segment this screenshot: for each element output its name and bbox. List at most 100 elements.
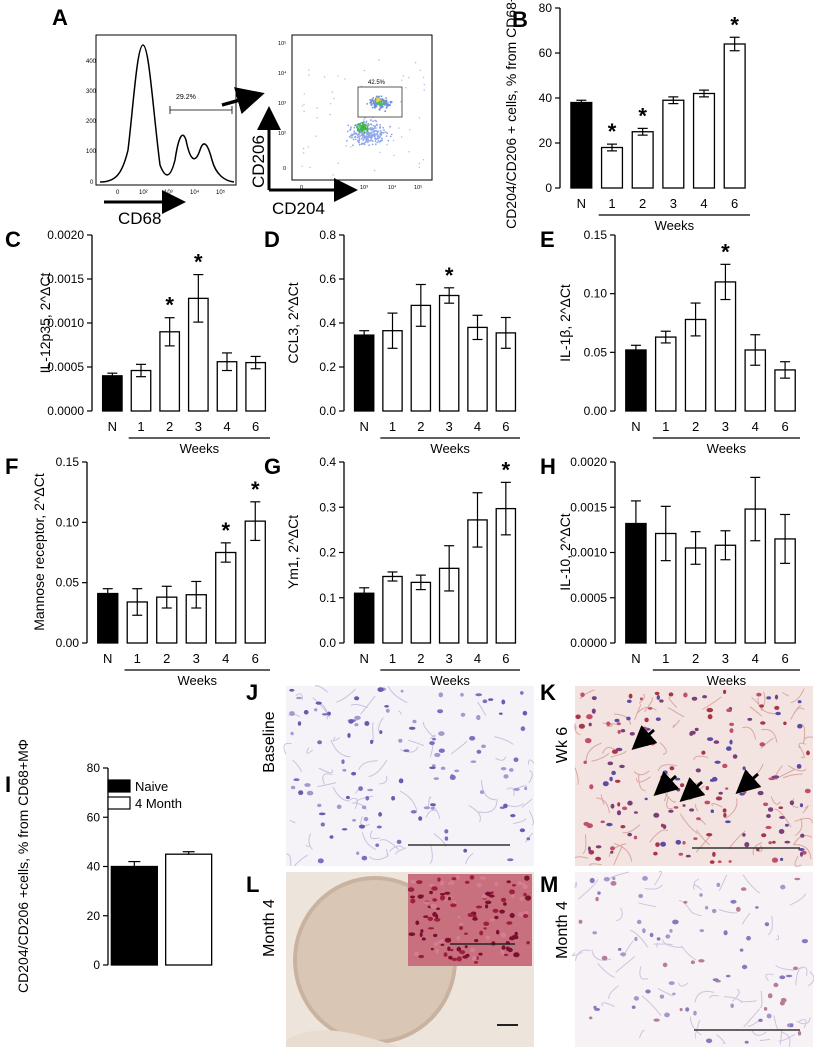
cell-dot — [359, 123, 361, 126]
nucleus — [356, 851, 360, 855]
y-tick-label: 0.6 — [319, 272, 336, 286]
cell-dot — [379, 135, 381, 138]
cell-dot — [380, 104, 383, 107]
cell-dot — [345, 145, 347, 147]
nucleus — [513, 757, 519, 762]
bar — [438, 294, 460, 412]
cell-dot — [423, 83, 425, 86]
cell-dot — [360, 128, 363, 131]
cell-dot — [365, 138, 368, 141]
nucleus — [773, 982, 779, 988]
septum — [295, 693, 304, 700]
nucleus — [481, 894, 488, 899]
septum — [481, 780, 497, 801]
cell-dot — [379, 99, 381, 102]
nucleus — [463, 848, 468, 853]
svg-text:10⁵: 10⁵ — [216, 189, 226, 196]
x-tick-label: N — [359, 419, 368, 434]
nucleus — [644, 717, 649, 723]
nucleus — [660, 775, 666, 780]
nucleus — [430, 806, 435, 810]
nucleus — [513, 952, 520, 958]
septum — [292, 759, 302, 773]
svg-text:10⁵: 10⁵ — [278, 40, 286, 47]
bar — [692, 92, 716, 189]
nucleus — [396, 839, 402, 845]
nucleus — [659, 994, 665, 999]
svg-text:10²: 10² — [139, 190, 148, 196]
cell-dot — [371, 106, 374, 109]
nucleus — [500, 897, 507, 903]
nucleus — [683, 900, 688, 904]
svg-text:10³: 10³ — [360, 185, 368, 191]
panel-letter-j: J — [246, 680, 258, 705]
cell-dot — [357, 125, 360, 127]
cell-dot — [385, 100, 388, 103]
nucleus — [341, 759, 345, 764]
y-tick-label: 0 — [545, 181, 552, 195]
nucleus — [430, 803, 436, 807]
nucleus — [712, 851, 716, 857]
cell-dot — [377, 130, 380, 133]
nucleus — [717, 860, 722, 863]
nucleus — [412, 719, 417, 724]
nucleus — [450, 903, 457, 908]
nucleus — [439, 880, 445, 886]
septum — [668, 696, 678, 708]
nucleus — [507, 858, 514, 862]
septum — [672, 719, 680, 729]
nucleus — [620, 825, 626, 829]
nucleus — [365, 796, 370, 801]
nucleus — [701, 750, 706, 755]
stain-arrow — [679, 777, 706, 802]
nucleus — [612, 876, 616, 881]
cell-dot — [357, 139, 359, 141]
nucleus — [794, 877, 801, 881]
cell-dot — [386, 132, 388, 135]
nucleus — [764, 922, 770, 927]
cell-dot — [376, 130, 378, 132]
panel-k: K Wk 6 — [540, 680, 814, 867]
nucleus — [589, 784, 594, 790]
chart-d: D 0.0 0.2 0.4 0.6 0.8 CCL3, 2^ΔCt N 1 2 * 3 4 6 Weeks — [264, 227, 520, 456]
septum — [801, 724, 806, 742]
nucleus — [471, 955, 477, 961]
septum — [765, 973, 774, 982]
nucleus — [607, 761, 614, 766]
legend-swatch — [107, 796, 131, 810]
septum — [662, 939, 682, 949]
septum — [585, 742, 602, 763]
chart-f: F 0.00 0.05 0.10 0.15 Mannose receptor, 2^ΔCt… — [5, 454, 270, 688]
cell-dot — [369, 119, 372, 122]
septum — [636, 776, 651, 783]
septum — [759, 1038, 771, 1042]
x-tick-label: 1 — [134, 651, 141, 666]
legend-label: 4 Month — [135, 796, 182, 811]
nucleus — [432, 898, 438, 902]
cell-dot — [374, 102, 376, 105]
septum — [616, 907, 623, 922]
nucleus — [655, 842, 660, 847]
nucleus — [706, 833, 713, 837]
septum — [695, 829, 710, 846]
nucleus — [483, 921, 490, 926]
cell-dot — [385, 102, 388, 104]
x-tick-label: 3 — [193, 651, 200, 666]
nucleus — [431, 886, 438, 891]
septum — [666, 797, 673, 810]
septum — [678, 982, 689, 987]
nucleus — [444, 891, 451, 895]
nucleus — [509, 889, 515, 895]
cell-dot — [380, 100, 382, 103]
y-tick-label: 0.15 — [584, 228, 608, 242]
cell-dot — [369, 135, 371, 137]
x-tick-label: 6 — [731, 196, 738, 211]
cell-dot — [308, 69, 310, 71]
nucleus — [482, 699, 488, 704]
septum — [799, 745, 805, 759]
nucleus — [705, 905, 709, 910]
nucleus — [680, 783, 685, 788]
nucleus — [523, 914, 529, 918]
cell-dot — [376, 131, 379, 134]
